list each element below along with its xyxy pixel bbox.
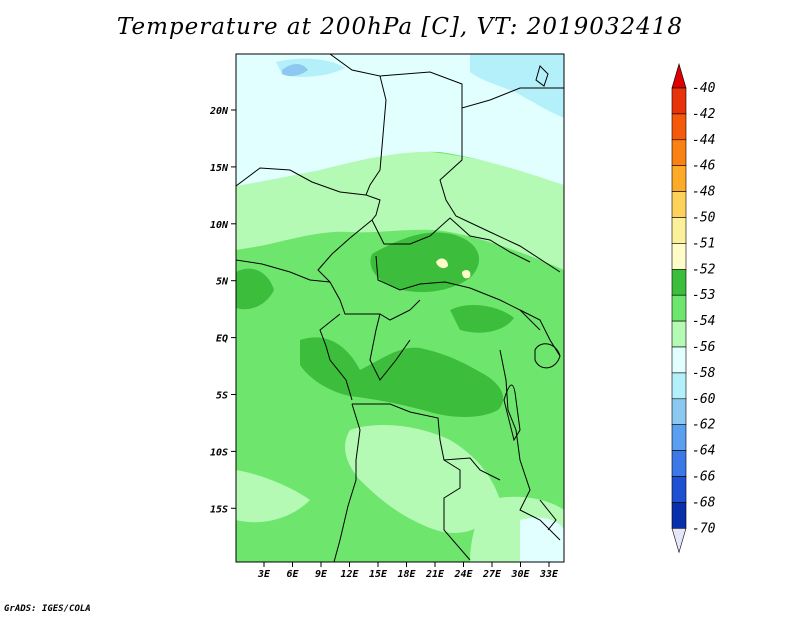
colorbar-swatch (671, 372, 687, 400)
colorbar: -40 -42 -44 -46 -48 -50 -51 -52 -53 -54 -56 -58 -60 -… (671, 62, 716, 554)
colorbar-swatch (671, 87, 687, 115)
field-core-congo (300, 337, 504, 417)
field-core-north (370, 232, 480, 293)
field-northeast-blue (470, 54, 564, 118)
lake-malawi (539, 499, 557, 531)
border-zambia (443, 459, 471, 561)
colorbar-label: -51 (692, 236, 715, 251)
credit-label: GrADS: IGES/COLA (4, 604, 91, 614)
lon-label: 33E (539, 569, 559, 580)
colorbar-swatch (671, 424, 687, 451)
lon-label: 12E (340, 569, 359, 580)
field-warm-speck-1 (436, 258, 448, 269)
colorbar-label: -40 (692, 81, 716, 96)
colorbar-bottom-arrow (671, 527, 687, 554)
colorbar-swatch (671, 243, 687, 270)
border-congo-drc (369, 313, 411, 381)
latitude-axis: 20N 15N 10N 5N EQ 5S 10S 15S (209, 106, 236, 515)
colorbar-label: -66 (692, 470, 716, 485)
colorbar-top-arrow (671, 62, 687, 89)
field-north-light-band (236, 148, 564, 270)
lake-victoria (534, 343, 561, 369)
colorbar-label: -56 (692, 340, 716, 355)
colorbar-label: -68 (692, 495, 716, 510)
colorbar-label: -58 (692, 366, 716, 381)
lat-label: 5S (216, 391, 228, 402)
colorbar-swatch (671, 139, 687, 167)
colorbar-label: -48 (692, 185, 716, 200)
map-frame (235, 53, 565, 563)
border-nigeria-cameroon (317, 219, 373, 283)
lake-tanganyika (503, 384, 521, 442)
colorbar-label: -70 (692, 521, 716, 536)
colorbar-swatch (671, 268, 687, 296)
lon-label: 15E (369, 569, 388, 580)
coast-gulf (236, 259, 331, 283)
temperature-field (236, 54, 564, 562)
colorbar-swatch (671, 320, 687, 348)
coast-angola (333, 403, 361, 562)
colorbar-swatch (671, 450, 687, 477)
coast-northeast (535, 65, 549, 87)
lat-label: 20N (209, 106, 229, 117)
border-angola-drc (352, 403, 501, 481)
field-core-east (450, 304, 514, 333)
colorbar-swatch (671, 113, 687, 141)
colorbar-swatch (671, 217, 687, 244)
borders (236, 54, 564, 562)
colorbar-swatch (671, 165, 687, 192)
colorbar-swatch (671, 346, 687, 374)
lon-label: 18E (397, 569, 416, 580)
colorbar-label: -44 (692, 133, 715, 148)
lat-label: 10N (210, 220, 229, 231)
lon-label: 9E (315, 569, 328, 580)
lon-label: 6E (286, 569, 299, 580)
lat-label: 10S (210, 447, 228, 458)
field-core-west (236, 268, 274, 310)
colorbar-swatch (671, 476, 687, 503)
border-car-north (371, 217, 531, 263)
lat-label: 5N (216, 277, 229, 288)
lon-label: 3E (257, 569, 271, 580)
colorbar-label: -54 (692, 314, 715, 329)
colorbar-swatch (671, 294, 687, 322)
field-southwest-light (236, 470, 310, 523)
border-niger-nigeria (236, 167, 367, 196)
lon-label: 30E (510, 569, 530, 580)
field-south-light (345, 425, 500, 533)
field-north-cyan (236, 54, 564, 186)
colorbar-label: -64 (692, 444, 715, 459)
field-southeast-cyan (520, 517, 564, 562)
border-car-south (375, 255, 541, 331)
lon-label: 21E (425, 569, 445, 580)
field-northwest-deep-blue (282, 64, 308, 77)
border-niger-chad (329, 54, 387, 221)
lon-label: 24E (453, 569, 473, 580)
colorbar-label: -52 (692, 262, 716, 277)
map-title: Temperature at 200hPa [C], VT: 201903241… (116, 14, 684, 40)
field-warm-speck-2 (462, 269, 471, 279)
longitude-axis: 3E 6E 9E 12E 15E 18E 21E 24E 27E 30E 33E (257, 562, 559, 580)
colorbar-swatch (671, 502, 687, 529)
border-sudan (439, 108, 561, 273)
lat-label: 15S (210, 504, 228, 515)
colorbar-label: -46 (692, 159, 716, 174)
colorbar-label: -42 (692, 107, 716, 122)
lat-label: 15N (210, 163, 229, 174)
coast-gabon (319, 313, 353, 401)
colorbar-label: -53 (692, 288, 715, 303)
colorbar-swatch (671, 191, 687, 218)
colorbar-label: -60 (692, 392, 716, 407)
lon-label: 27E (482, 569, 502, 580)
colorbar-label: -62 (692, 418, 716, 433)
border-east-lakes (499, 349, 561, 541)
lat-label: EQ (216, 334, 228, 345)
colorbar-label: -50 (692, 211, 716, 226)
colorbar-swatch (671, 398, 687, 425)
